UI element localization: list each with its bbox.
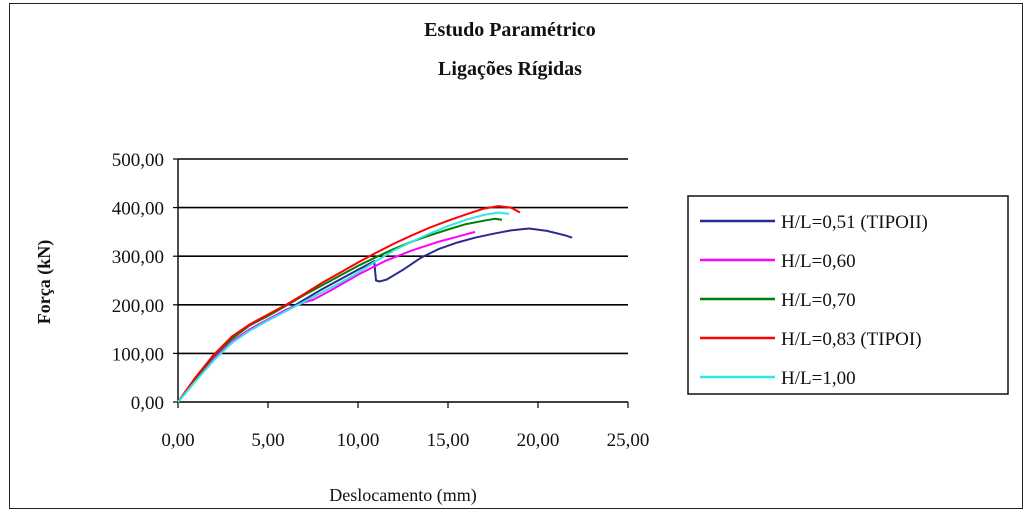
y-tick-label: 300,00 [112, 247, 164, 268]
x-tick-label: 10,00 [337, 430, 380, 451]
y-tick-label: 500,00 [112, 150, 164, 171]
y-tick-label: 200,00 [112, 296, 164, 317]
chart-title: Estudo Paramétrico [424, 19, 596, 41]
gridlines [178, 158, 628, 355]
x-tick-label: 0,00 [161, 430, 194, 451]
y-tick-label: 100,00 [112, 344, 164, 365]
series-lines [177, 205, 573, 403]
chart-subtitle: Ligações Rígidas [438, 58, 582, 80]
legend-label: H/L=0,51 (TIPOII) [781, 212, 928, 233]
series-line-2 [177, 230, 476, 403]
x-tick-label: 25,00 [607, 430, 650, 451]
tick-labels: 0,00 100,00 200,00 300,00 400,00 500,00 0,00 5,… [112, 150, 650, 451]
y-tick-label: 400,00 [112, 199, 164, 220]
legend-label: H/L=0,60 [781, 251, 856, 272]
series-line-3 [177, 217, 503, 403]
x-tick-label: 20,00 [517, 430, 560, 451]
series-line-4 [177, 205, 521, 403]
legend-box [687, 195, 1009, 395]
legend-label: H/L=1,00 [781, 368, 856, 389]
legend: H/L=0,51 (TIPOII) H/L=0,60 H/L=0,70 H/L=0,8… [700, 212, 928, 389]
series-line-1 [177, 227, 573, 403]
axes [173, 158, 629, 408]
series-line-5 [177, 211, 510, 403]
x-tick-label: 5,00 [251, 430, 284, 451]
legend-label: H/L=0,70 [781, 290, 856, 311]
x-tick-label: 15,00 [427, 430, 470, 451]
x-axis-label: Deslocamento (mm) [329, 485, 476, 506]
y-tick-label: 0,00 [131, 393, 164, 414]
y-axis-label: Força (kN) [34, 240, 55, 324]
legend-label: H/L=0,83 (TIPOI) [781, 329, 922, 350]
